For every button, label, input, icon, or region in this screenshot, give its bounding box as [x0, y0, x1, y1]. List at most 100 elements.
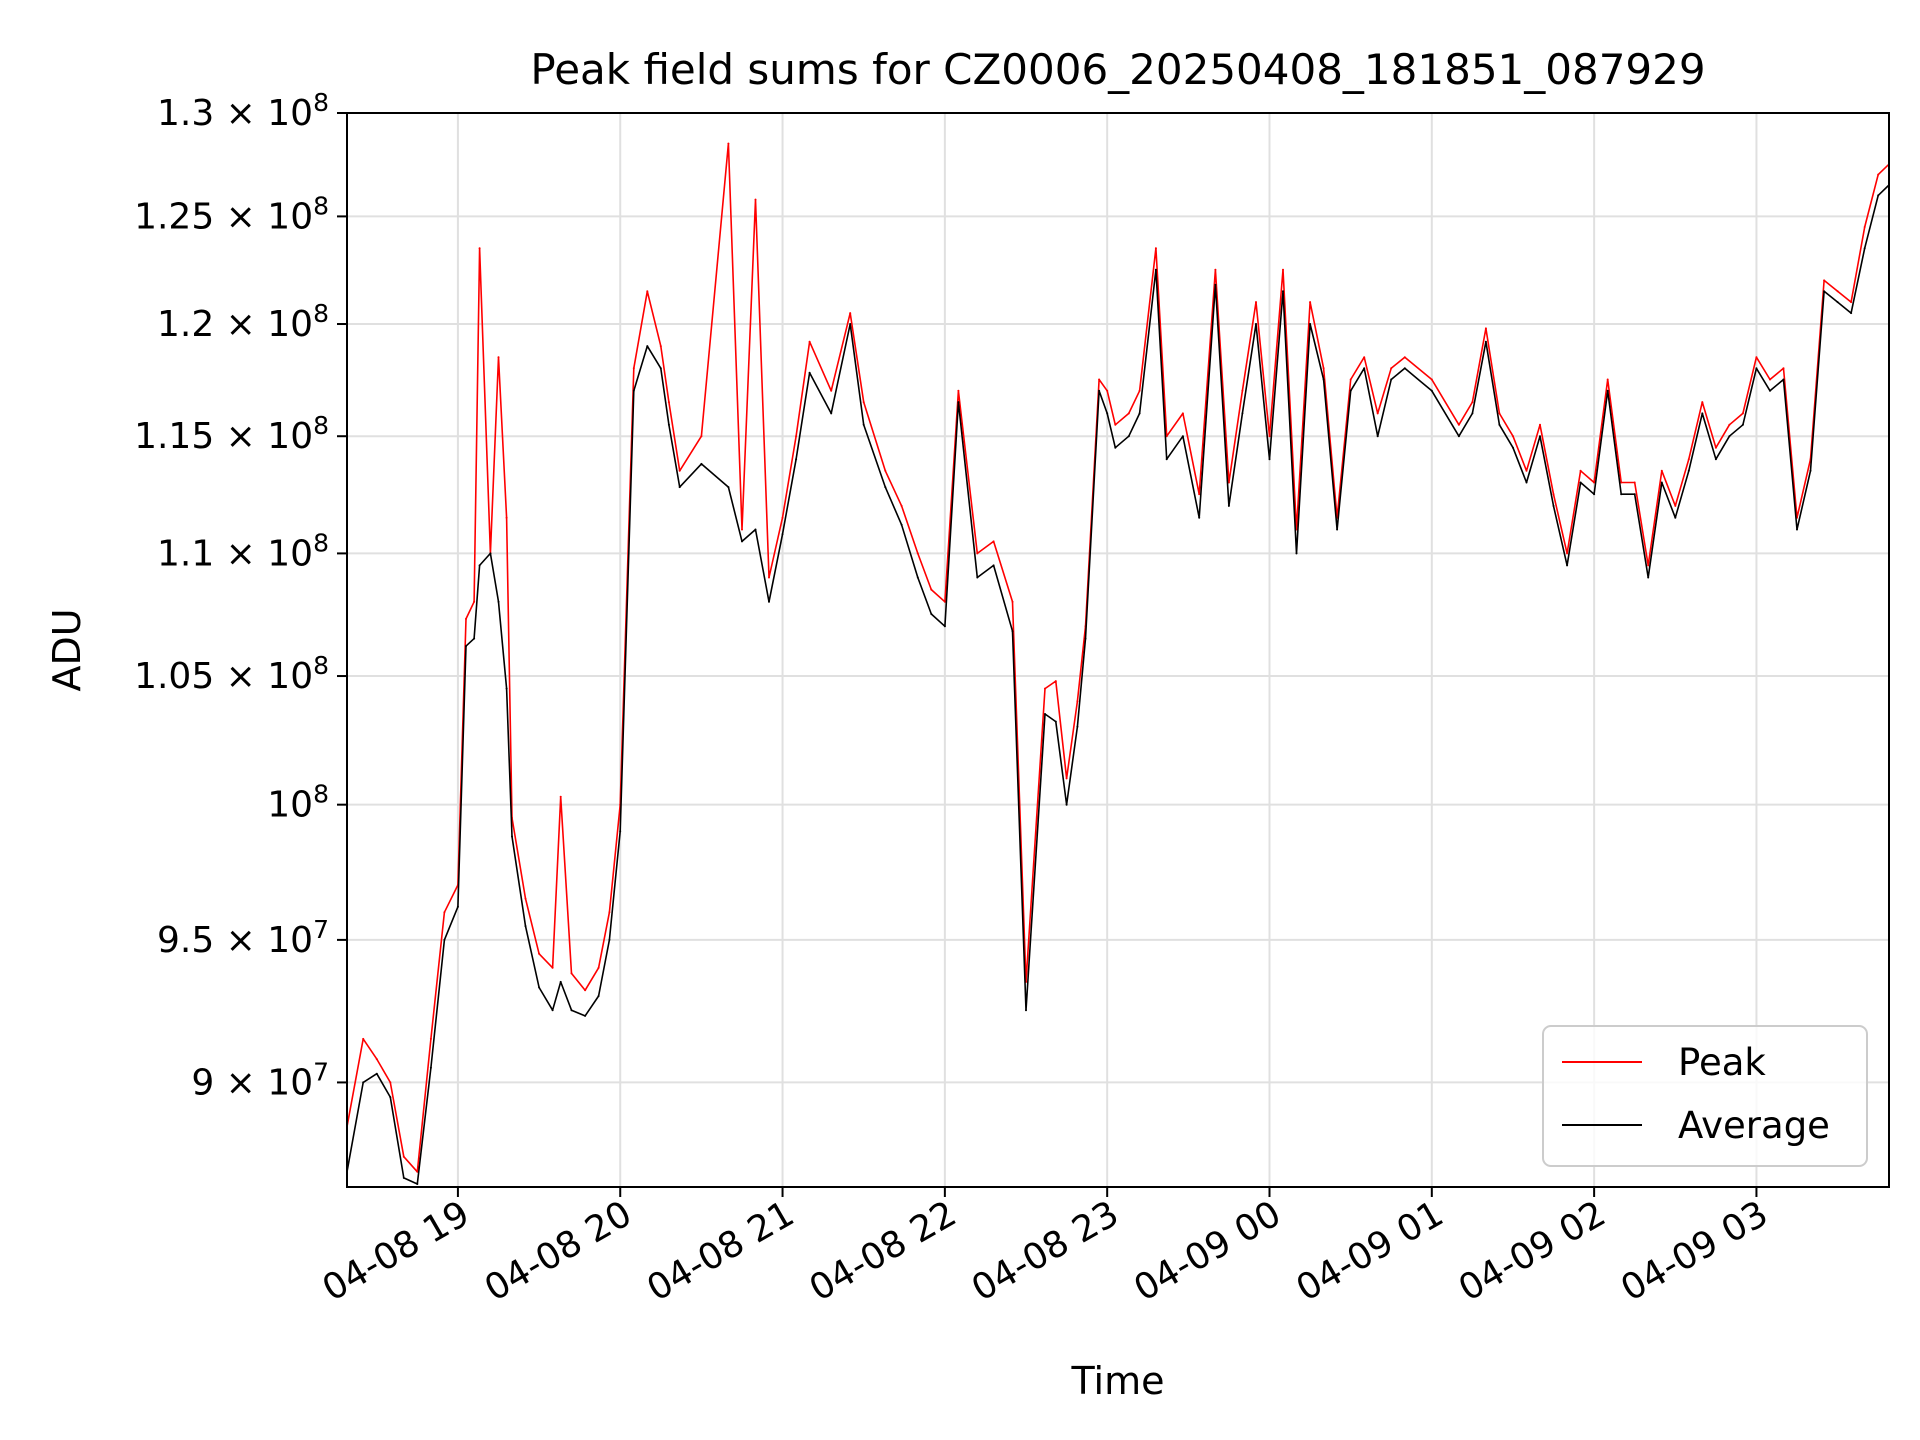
data-point-peak [559, 795, 562, 798]
legend: Peak Average [1542, 1025, 1868, 1167]
data-point-peak [551, 966, 554, 969]
y-axis: 9 × 107 9.5 × 107 108 1.05 × 108 1.1 × 108 1.… [134, 88, 347, 1103]
data-point-average [754, 528, 757, 531]
data-point-average [1525, 481, 1528, 484]
data-point-average [1268, 458, 1271, 461]
y-tick-label: 1.2 × 108 [157, 299, 329, 345]
data-point-peak [1054, 680, 1057, 683]
data-point-average [489, 552, 492, 555]
data-point-average [597, 995, 600, 997]
data-point-peak [570, 972, 573, 975]
data-point-peak [478, 247, 481, 250]
data-point-peak [1255, 301, 1257, 304]
data-point-average [1363, 367, 1366, 370]
plot-frame [346, 112, 1890, 1188]
data-point-average [1044, 713, 1046, 715]
data-point-peak [1065, 777, 1068, 780]
data-point-peak [646, 290, 649, 293]
data-point-average [416, 1183, 419, 1185]
data-point-peak [1850, 301, 1853, 304]
data-point-peak [497, 356, 500, 359]
data-point-peak [1579, 469, 1582, 472]
data-point-peak [957, 389, 960, 392]
data-point-peak [632, 367, 635, 370]
data-point-peak [992, 540, 995, 543]
data-point-peak [584, 989, 587, 992]
data-point-average [524, 925, 527, 928]
data-point-peak [1268, 435, 1271, 438]
data-point-peak [1593, 481, 1596, 484]
data-point-peak [667, 401, 670, 404]
data-point-peak [1647, 564, 1650, 567]
data-point-average [632, 389, 635, 392]
data-point-peak [1687, 458, 1690, 461]
data-point-average [608, 938, 611, 941]
data-point-average [1255, 323, 1257, 325]
data-point-average [1295, 552, 1298, 555]
data-point-average [473, 637, 476, 640]
y-tick-label: 1.3 × 108 [157, 88, 329, 134]
data-point-peak [1755, 356, 1758, 359]
data-point-peak [1877, 173, 1880, 176]
data-point-average [659, 367, 662, 370]
data-point-average [667, 423, 670, 426]
data-point-peak [1282, 268, 1284, 271]
data-point-average [1633, 493, 1636, 496]
data-point-peak [976, 552, 979, 555]
data-point-average [1566, 564, 1569, 567]
data-point-average [478, 564, 481, 567]
data-point-peak [524, 897, 527, 900]
data-point-average [429, 1066, 432, 1069]
data-point-average [1309, 323, 1312, 325]
data-point-peak [862, 401, 865, 404]
data-point-average [1512, 446, 1514, 449]
data-point-peak [505, 516, 508, 519]
data-point-average [1011, 630, 1014, 633]
data-point-average [916, 576, 919, 579]
data-point-peak [700, 435, 703, 438]
series-line-peak [346, 142, 1890, 1173]
data-point-average [976, 576, 979, 579]
data-point-peak [1836, 290, 1839, 293]
data-point-peak [741, 528, 743, 531]
data-point-peak [1114, 423, 1117, 426]
data-point-average [678, 486, 681, 489]
data-point-peak [465, 617, 467, 620]
data-point-average [1227, 504, 1230, 507]
data-point-average [1376, 435, 1379, 438]
data-point-peak [1633, 481, 1636, 484]
data-point-peak [808, 340, 811, 343]
data-point-peak [659, 345, 662, 348]
data-point-average [1138, 412, 1141, 415]
data-point-average [505, 687, 508, 690]
data-point-peak [916, 552, 919, 555]
data-point-peak [1620, 481, 1623, 484]
data-point-average [808, 371, 811, 374]
data-point-peak [608, 911, 611, 914]
data-point-average [559, 980, 562, 983]
data-point-average [456, 905, 459, 908]
data-point-average [538, 986, 541, 989]
data-point-average [1660, 481, 1663, 484]
data-point-average [389, 1096, 392, 1099]
data-point-average [1593, 493, 1596, 496]
data-point-peak [830, 389, 833, 392]
data-point-peak [943, 600, 946, 603]
data-point-peak [1674, 504, 1677, 507]
data-point-average [1403, 367, 1406, 370]
data-point-average [1863, 247, 1866, 250]
chart-title: Peak field sums for CZ0006_20250408_1818… [530, 45, 1705, 94]
data-point-peak [678, 469, 681, 472]
data-point-peak [1566, 552, 1569, 555]
data-point-peak [1484, 327, 1487, 330]
data-point-peak [1660, 469, 1663, 472]
series-line-average [346, 184, 1890, 1185]
data-point-peak [1227, 481, 1230, 484]
y-tick-label: 1.1 × 108 [157, 528, 329, 574]
data-point-average [375, 1072, 378, 1075]
data-point-average [402, 1176, 405, 1179]
y-tick-label: 1.15 × 108 [134, 411, 329, 457]
data-point-peak [1241, 389, 1244, 392]
data-point-peak [1498, 412, 1501, 415]
